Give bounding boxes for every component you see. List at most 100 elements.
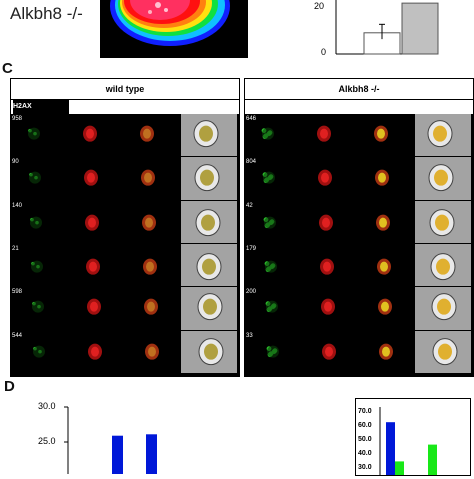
draq5-image — [67, 244, 122, 286]
h2ax-image — [245, 201, 300, 243]
h2ax-image — [245, 114, 300, 156]
h2ax-image — [11, 287, 66, 329]
cell-id-label: 598 — [12, 289, 23, 296]
channel-header-all-bf: All + BF — [203, 103, 230, 110]
panel-b-chart-svg — [335, 0, 439, 55]
cell-id-label: 544 — [12, 332, 23, 339]
draq5-image — [301, 244, 356, 286]
draq5-image — [67, 157, 122, 199]
draq5-image — [301, 201, 356, 243]
knockout-panel: Alkbh8 -/- 646 804 42 179 200 33 H2AX DRAQ5 H… — [244, 78, 474, 377]
cell-id-label: 33 — [246, 332, 253, 339]
panel-b-row-label: Alkbh8 -/- — [10, 4, 83, 24]
knockout-image-grid: 646 804 42 179 200 33 — [245, 114, 473, 376]
y-tick-50: 50.0 — [358, 436, 372, 443]
wild-type-panel: wild type 958 90 140 21 598 544 H2AX DRAQ5 H2… — [10, 78, 240, 377]
h2ax-image — [11, 244, 66, 286]
cell-id-label: 90 — [12, 159, 19, 166]
bar-1 — [146, 434, 157, 474]
panel-letter-c: C — [2, 60, 13, 77]
wild-type-title: wild type — [11, 79, 239, 100]
channel-header-draq5: DRAQ5 — [315, 103, 340, 110]
panel-d-inset-chart: 70.0 60.0 50.0 40.0 30.0 — [355, 398, 471, 476]
brightfield-image — [181, 114, 237, 157]
cell-id-label: 42 — [246, 202, 253, 209]
merge-image — [358, 114, 413, 156]
panel-d-left-chart: 30.0 25.0 — [0, 395, 280, 474]
draq5-image — [67, 114, 122, 156]
channel-header-draq5: DRAQ5 — [81, 103, 106, 110]
h2ax-image — [11, 157, 66, 199]
draq5-image — [301, 114, 356, 156]
merge-image — [358, 287, 413, 329]
brightfield-image — [181, 200, 237, 243]
merge-image — [358, 331, 413, 373]
brightfield-image — [181, 287, 237, 330]
bar-1 — [395, 461, 404, 475]
brightfield-image — [415, 157, 471, 200]
cell-id-label: 958 — [12, 116, 23, 122]
channel-header-h2ax-draq5: H2AX_DRAQ5 — [135, 103, 183, 110]
draq5-image — [67, 287, 122, 329]
h2ax-image — [245, 287, 300, 329]
h2ax-image — [11, 331, 66, 373]
bar-1 — [401, 2, 439, 55]
brightfield-image — [415, 244, 471, 287]
brightfield-image — [181, 157, 237, 200]
cell-id-label: 21 — [12, 246, 19, 252]
panel-b-chart: 20 0 — [300, 0, 474, 62]
y-tick-40: 40.0 — [358, 450, 372, 457]
wild-type-image-grid: 958 90 140 21 598 544 — [11, 114, 239, 376]
panel-letter-d: D — [4, 378, 15, 395]
channel-header-h2ax: H2AX — [13, 100, 69, 114]
draq5-image — [301, 287, 356, 329]
merge-image — [124, 201, 179, 243]
h2ax-image — [11, 114, 66, 156]
bar-3 — [428, 444, 437, 475]
y-tick-20: 20 — [314, 1, 325, 11]
merge-image — [358, 244, 413, 286]
heatmap-svg — [110, 0, 230, 46]
y-tick-60: 60.0 — [358, 422, 372, 429]
panel-d-left-chart-svg — [64, 406, 157, 474]
brightfield-image — [415, 287, 471, 330]
draq5-image — [301, 157, 356, 199]
merge-image — [124, 114, 179, 156]
h2ax-image — [245, 157, 300, 199]
h2ax-image — [245, 331, 300, 373]
bar-0 — [386, 422, 395, 475]
panel-d-inset-chart-svg — [379, 407, 437, 475]
merge-image — [124, 331, 179, 373]
merge-image — [124, 244, 179, 286]
brightfield-image — [415, 200, 471, 243]
heatmap-cell-image — [100, 0, 248, 58]
y-tick-30: 30.0 — [38, 401, 56, 411]
cell-id-label: 179 — [246, 246, 257, 252]
y-tick-70: 70.0 — [358, 408, 372, 415]
y-tick-30: 30.0 — [358, 464, 372, 471]
draq5-image — [67, 201, 122, 243]
error-bar — [379, 23, 385, 40]
h2ax-image — [11, 201, 66, 243]
brightfield-image — [415, 114, 471, 157]
h2ax-image — [245, 244, 300, 286]
cell-id-label: 646 — [246, 116, 257, 122]
bar-0 — [112, 435, 123, 474]
brightfield-image — [181, 244, 237, 287]
genotype-label: Alkbh8 -/- — [10, 4, 83, 23]
merge-image — [358, 201, 413, 243]
draq5-image — [67, 331, 122, 373]
cell-id-label: 804 — [246, 159, 257, 166]
knockout-title: Alkbh8 -/- — [245, 79, 473, 100]
brightfield-image — [181, 330, 237, 373]
channel-header-h2ax-draq5: H2AX_DRAQ5 — [369, 103, 417, 110]
channel-header-all-bf: All + BF — [437, 103, 464, 110]
brightfield-image — [415, 330, 471, 373]
y-tick-0: 0 — [321, 47, 327, 57]
channel-header-h2ax: H2AX — [259, 103, 278, 110]
cell-id-label: 200 — [246, 289, 257, 296]
merge-image — [358, 157, 413, 199]
merge-image — [124, 157, 179, 199]
y-tick-25: 25.0 — [38, 436, 56, 446]
draq5-image — [301, 331, 356, 373]
